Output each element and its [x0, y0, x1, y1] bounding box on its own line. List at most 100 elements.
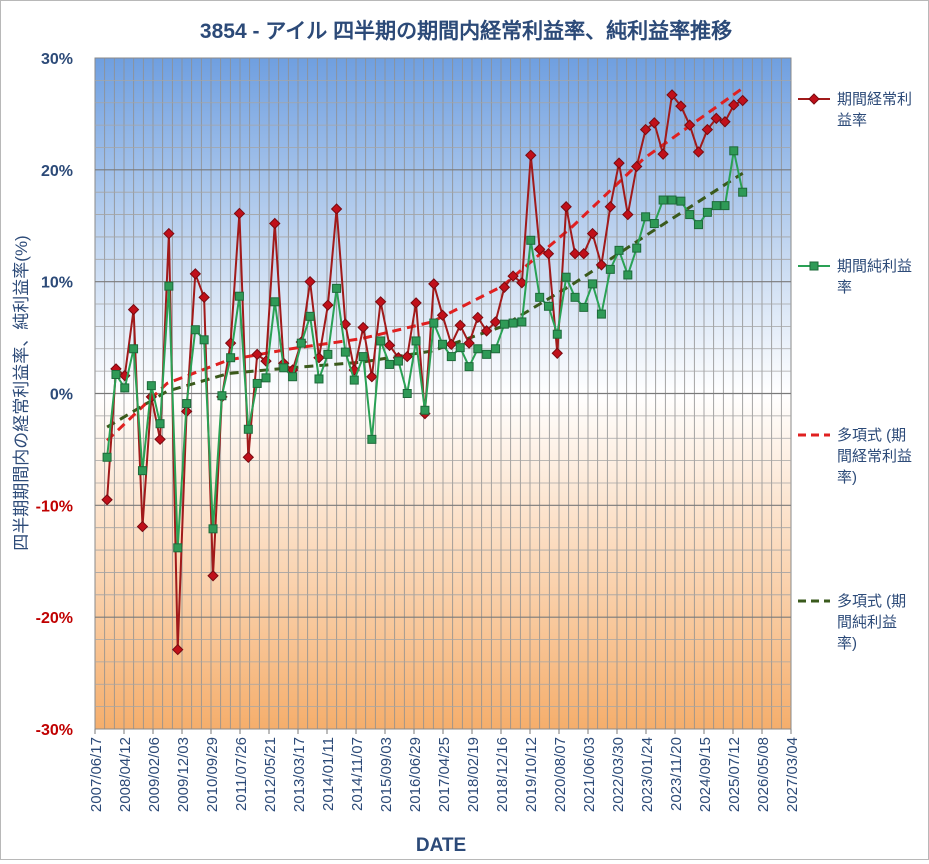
- x-tick-label: 2015/09/03: [378, 737, 395, 812]
- data-point-net-margin: [693, 220, 703, 230]
- data-point-ordinary-margin: [631, 160, 643, 173]
- data-point-ordinary-margin: [357, 321, 369, 334]
- data-point-net-margin: [711, 201, 721, 211]
- data-point-net-margin: [376, 336, 386, 346]
- data-point-net-margin: [393, 356, 403, 366]
- data-point-net-margin: [340, 347, 350, 357]
- data-point-net-margin: [641, 212, 651, 222]
- y-tick-label: -30%: [36, 722, 73, 739]
- x-tick-label: 2014/01/11: [320, 737, 337, 811]
- y-tick-label: 30%: [41, 51, 73, 68]
- data-point-net-margin: [226, 353, 236, 363]
- y-tick-label: 20%: [41, 163, 73, 180]
- data-point-net-margin: [411, 336, 421, 346]
- data-point-net-margin: [420, 405, 430, 415]
- data-point-net-margin: [164, 281, 174, 291]
- data-point-ordinary-margin: [683, 119, 696, 131]
- data-point-net-margin: [261, 373, 271, 383]
- data-point-net-margin: [614, 245, 624, 255]
- data-point-net-margin: [738, 187, 748, 197]
- data-point-net-margin: [464, 362, 474, 372]
- data-point-net-margin: [234, 291, 244, 301]
- data-point-ordinary-margin: [127, 303, 140, 316]
- x-tick-label: 2022/03/30: [610, 737, 627, 812]
- data-point-net-margin: [288, 372, 298, 382]
- data-point-net-margin: [182, 399, 192, 409]
- data-point-net-margin: [588, 279, 598, 289]
- data-point-ordinary-margin: [207, 570, 219, 582]
- data-point-net-margin: [243, 424, 253, 434]
- data-point-ordinary-margin: [613, 157, 625, 169]
- legend-label-3: 多項式 (期: [837, 427, 906, 444]
- data-point-net-margin: [561, 272, 571, 282]
- data-point-net-margin: [579, 302, 589, 312]
- data-point-ordinary-margin: [330, 203, 343, 215]
- data-point-ordinary-margin: [648, 117, 661, 129]
- data-point-ordinary-margin: [428, 278, 440, 290]
- data-point-net-margin: [605, 264, 615, 274]
- data-point-ordinary-margin: [489, 316, 502, 328]
- data-point-net-margin: [402, 389, 412, 398]
- data-point-net-margin: [332, 283, 342, 293]
- data-point-ordinary-margin: [542, 248, 555, 260]
- data-point-ordinary-margin: [516, 277, 528, 289]
- data-point-net-margin: [446, 352, 456, 362]
- data-point-net-margin: [314, 374, 324, 384]
- data-point-ordinary-margin: [560, 201, 572, 213]
- data-point-ordinary-margin: [657, 148, 669, 160]
- data-point-ordinary-margin: [666, 89, 678, 101]
- x-tick-label: 2025/07/12: [726, 737, 743, 812]
- legend-label-4: 率): [837, 635, 857, 652]
- data-point-ordinary-margin: [198, 291, 210, 304]
- legend-label-3: 間経常利益: [837, 448, 912, 465]
- x-tick-label: 2011/07/26: [233, 737, 250, 811]
- data-point-net-margin: [199, 335, 209, 345]
- data-point-ordinary-margin: [463, 337, 475, 349]
- data-point-ordinary-margin: [622, 208, 634, 221]
- x-tick-label: 2020/08/07: [552, 737, 569, 812]
- y-tick-label: -10%: [36, 498, 73, 515]
- y-tick-label: 0%: [50, 387, 73, 404]
- x-tick-label: 2014/11/07: [349, 737, 366, 811]
- legend-label-2: 期間純利益: [837, 258, 912, 275]
- data-point-net-margin: [685, 210, 695, 220]
- data-point-net-margin: [129, 344, 139, 354]
- data-point-ordinary-margin: [374, 296, 387, 308]
- x-tick-label: 2027/03/04: [784, 737, 801, 812]
- data-point-net-margin: [305, 311, 315, 321]
- data-point-ordinary-margin: [595, 259, 608, 271]
- data-point-net-margin: [658, 195, 668, 205]
- data-point-ordinary-margin: [736, 94, 749, 107]
- series-layer: [101, 86, 749, 656]
- data-point-ordinary-margin: [189, 268, 202, 280]
- x-tick-label: 2010/09/29: [204, 737, 221, 812]
- y-axis-ticks: 30% 20% 10% 0% -10% -20% -30%: [36, 51, 73, 739]
- data-point-ordinary-margin: [304, 275, 316, 288]
- data-point-net-margin: [676, 196, 686, 206]
- data-point-ordinary-margin: [533, 243, 546, 255]
- data-point-ordinary-margin: [410, 297, 422, 309]
- data-point-net-margin: [720, 201, 730, 211]
- data-point-ordinary-margin: [728, 99, 740, 111]
- x-tick-label: 2026/05/08: [755, 737, 772, 812]
- data-point-ordinary-margin: [163, 227, 175, 240]
- data-point-net-margin: [146, 381, 156, 391]
- data-point-ordinary-margin: [269, 217, 281, 230]
- data-point-ordinary-margin: [401, 350, 413, 363]
- data-point-ordinary-margin: [233, 207, 246, 220]
- data-point-ordinary-margin: [366, 371, 378, 383]
- data-point-net-margin: [270, 297, 280, 307]
- data-point-net-margin: [120, 383, 130, 393]
- legend-marker-diamond: [808, 93, 820, 105]
- data-point-net-margin: [137, 466, 147, 476]
- data-point-net-margin: [667, 195, 677, 205]
- data-point-ordinary-margin: [639, 123, 652, 136]
- data-point-net-margin: [190, 325, 200, 335]
- data-point-net-margin: [358, 352, 368, 362]
- data-point-ordinary-margin: [454, 319, 466, 331]
- data-point-net-margin: [517, 317, 527, 327]
- legend-label-1: 期間経常利: [837, 91, 912, 108]
- legend-label-3: 率): [837, 469, 857, 486]
